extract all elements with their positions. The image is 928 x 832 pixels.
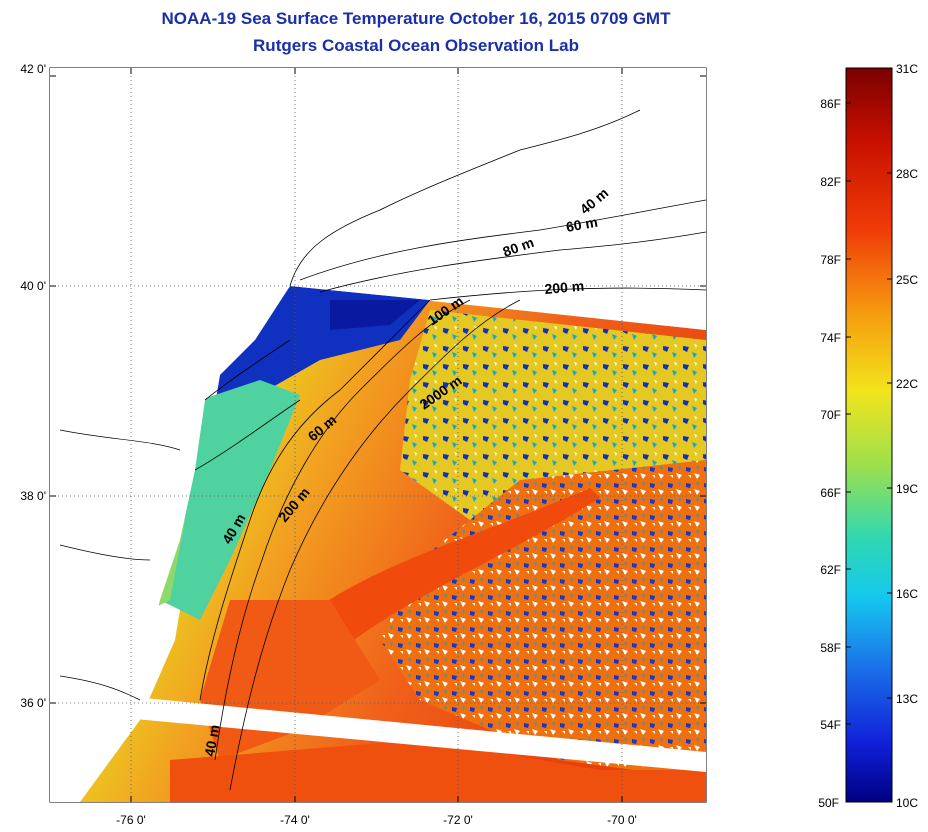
lon-label-74: -74 0' [280, 813, 310, 827]
lon-label-70: -70 0' [607, 813, 637, 827]
colorbar-f-58: 58F [820, 641, 841, 655]
colorbar-c-13: 13C [896, 692, 918, 706]
lat-label-40: 40 0' [20, 279, 46, 293]
colorbar-f-62: 62F [820, 563, 841, 577]
grid-lines [50, 68, 706, 802]
colorbar-f-78: 78F [820, 253, 841, 267]
map-title: NOAA-19 Sea Surface Temperature October … [161, 9, 671, 28]
lat-label-36: 36 0' [20, 696, 46, 710]
depth-label-200m-north: 200 m [544, 278, 585, 297]
colorbar-f-70: 70F [820, 408, 841, 422]
lat-label-38: 38 0' [20, 489, 46, 503]
colorbar-c-16: 16C [896, 587, 918, 601]
colorbar-f-74: 74F [820, 331, 841, 345]
colorbar-c-19: 19C [896, 482, 918, 496]
depth-label-60m-north: 60 m [565, 214, 599, 235]
lon-label-72: -72 0' [443, 813, 473, 827]
depth-label-40m-south: 40 m [201, 723, 222, 757]
colorbar-f-50: 50F [818, 796, 839, 810]
axis-ticks [50, 68, 706, 802]
lon-label-76: -76 0' [116, 813, 146, 827]
colorbar-c-10: 10C [896, 796, 918, 810]
colorbar-c-28: 28C [896, 167, 918, 181]
colorbar-ticks [846, 102, 892, 725]
colorbar-f-82: 82F [820, 175, 841, 189]
colorbar-f-86: 86F [820, 97, 841, 111]
lat-label-42: 42 0' [20, 62, 46, 76]
sst-swath [50, 68, 706, 802]
colorbar-c-25: 25C [896, 273, 918, 287]
temperature-colorbar [845, 67, 893, 803]
colorbar-c-31: 31C [896, 62, 918, 76]
colorbar-f-66: 66F [820, 486, 841, 500]
colorbar-c-22: 22C [896, 377, 918, 391]
map-subtitle: Rutgers Coastal Ocean Observation Lab [253, 36, 579, 55]
colorbar-f-54: 54F [820, 718, 841, 732]
